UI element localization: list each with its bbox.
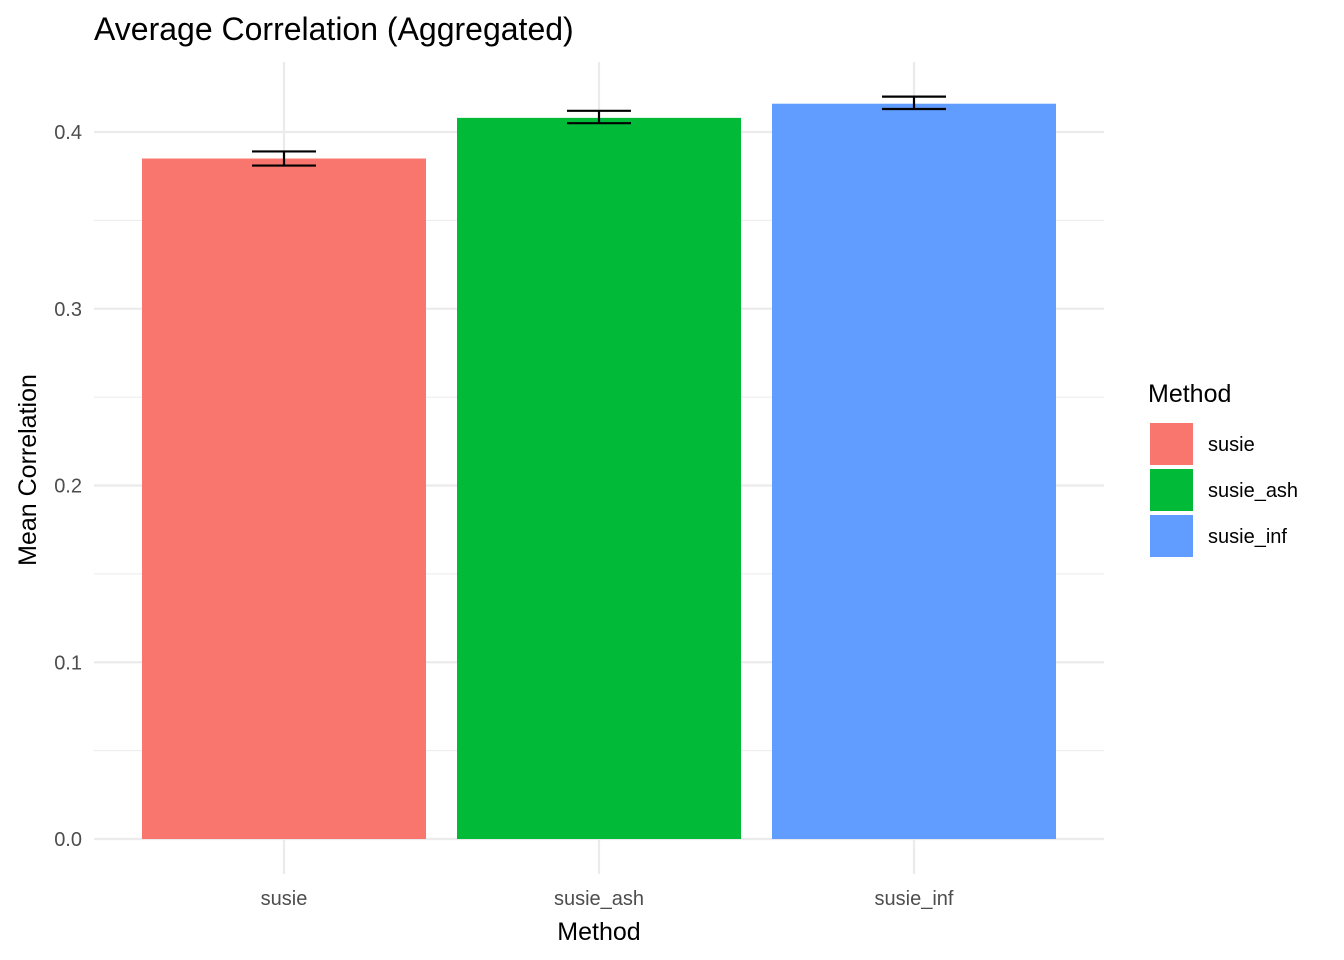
legend-label: susie	[1208, 434, 1255, 456]
legend-swatch	[1150, 423, 1193, 465]
legend-entry-susie: susie	[1150, 423, 1255, 465]
legend-title: Method	[1148, 380, 1231, 408]
bar-susie_inf	[772, 103, 1056, 840]
y-axis-ticks: 0.0 0.1 0.2 0.3 0.4	[54, 122, 82, 851]
bar-susie_ash	[457, 117, 741, 840]
bars	[142, 103, 1056, 840]
error-bar-susie	[252, 150, 316, 167]
y-axis-title: Mean Correlation	[14, 374, 42, 566]
y-tick-label: 0.4	[54, 122, 82, 144]
bar-susie	[142, 158, 426, 839]
y-tick-label: 0.2	[54, 476, 82, 498]
legend-entry-susie_inf: susie_inf	[1150, 515, 1287, 557]
error-bar-susie_inf	[882, 95, 946, 111]
x-axis-ticks: susie susie_ash susie_inf	[261, 888, 954, 910]
legend-swatch	[1150, 515, 1193, 557]
x-tick-label: susie_ash	[554, 888, 644, 910]
legend-label: susie_ash	[1208, 480, 1298, 502]
error-bar-susie_ash	[567, 109, 631, 125]
legend-label: susie_inf	[1208, 526, 1287, 548]
y-tick-label: 0.0	[54, 829, 82, 851]
error-bars	[252, 95, 946, 167]
chart-title: Average Correlation (Aggregated)	[94, 11, 574, 47]
legend-entry-susie_ash: susie_ash	[1150, 469, 1298, 511]
legend: Method susie susie_ash susie_inf	[1148, 380, 1298, 557]
x-tick-label: susie_inf	[875, 888, 954, 910]
y-tick-label: 0.3	[54, 299, 82, 321]
legend-swatch	[1150, 469, 1193, 511]
y-tick-label: 0.1	[54, 652, 82, 674]
x-tick-label: susie	[261, 888, 308, 910]
x-axis-title: Method	[557, 918, 640, 946]
